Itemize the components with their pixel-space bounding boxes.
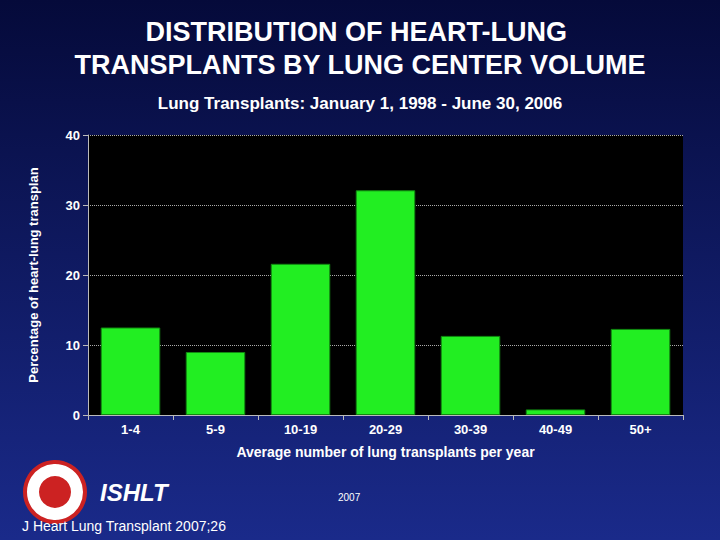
svg-text:TRANSPLANTS BY LUNG CENTER VOL: TRANSPLANTS BY LUNG CENTER VOLUME [74,50,645,80]
svg-text:Average number of lung transpl: Average number of lung transplants per y… [236,444,535,460]
svg-text:50+: 50+ [629,422,651,437]
svg-text:DISTRIBUTION OF HEART-LUNG: DISTRIBUTION OF HEART-LUNG [146,17,575,47]
svg-text:Percentage of heart-lung trans: Percentage of heart-lung transplan [26,167,41,382]
svg-text:30-39: 30-39 [454,422,487,437]
svg-text:20: 20 [66,268,80,283]
svg-text:10: 10 [66,338,80,353]
svg-text:Lung Transplants: January 1, 1: Lung Transplants: January 1, 1998 - June… [158,94,562,113]
svg-text:5-9: 5-9 [206,422,225,437]
svg-text:20-29: 20-29 [369,422,402,437]
svg-text:10-19: 10-19 [284,422,317,437]
svg-text:J Heart Lung Transplant 2007;2: J Heart Lung Transplant 2007;26 [22,518,226,534]
svg-text:0: 0 [73,408,80,423]
svg-text:40-49: 40-49 [539,422,572,437]
svg-text:1-4: 1-4 [121,422,141,437]
svg-text:30: 30 [66,198,80,213]
svg-text:ISHLT: ISHLT [100,479,170,506]
svg-text:2007: 2007 [338,492,361,503]
svg-text:40: 40 [66,128,80,143]
